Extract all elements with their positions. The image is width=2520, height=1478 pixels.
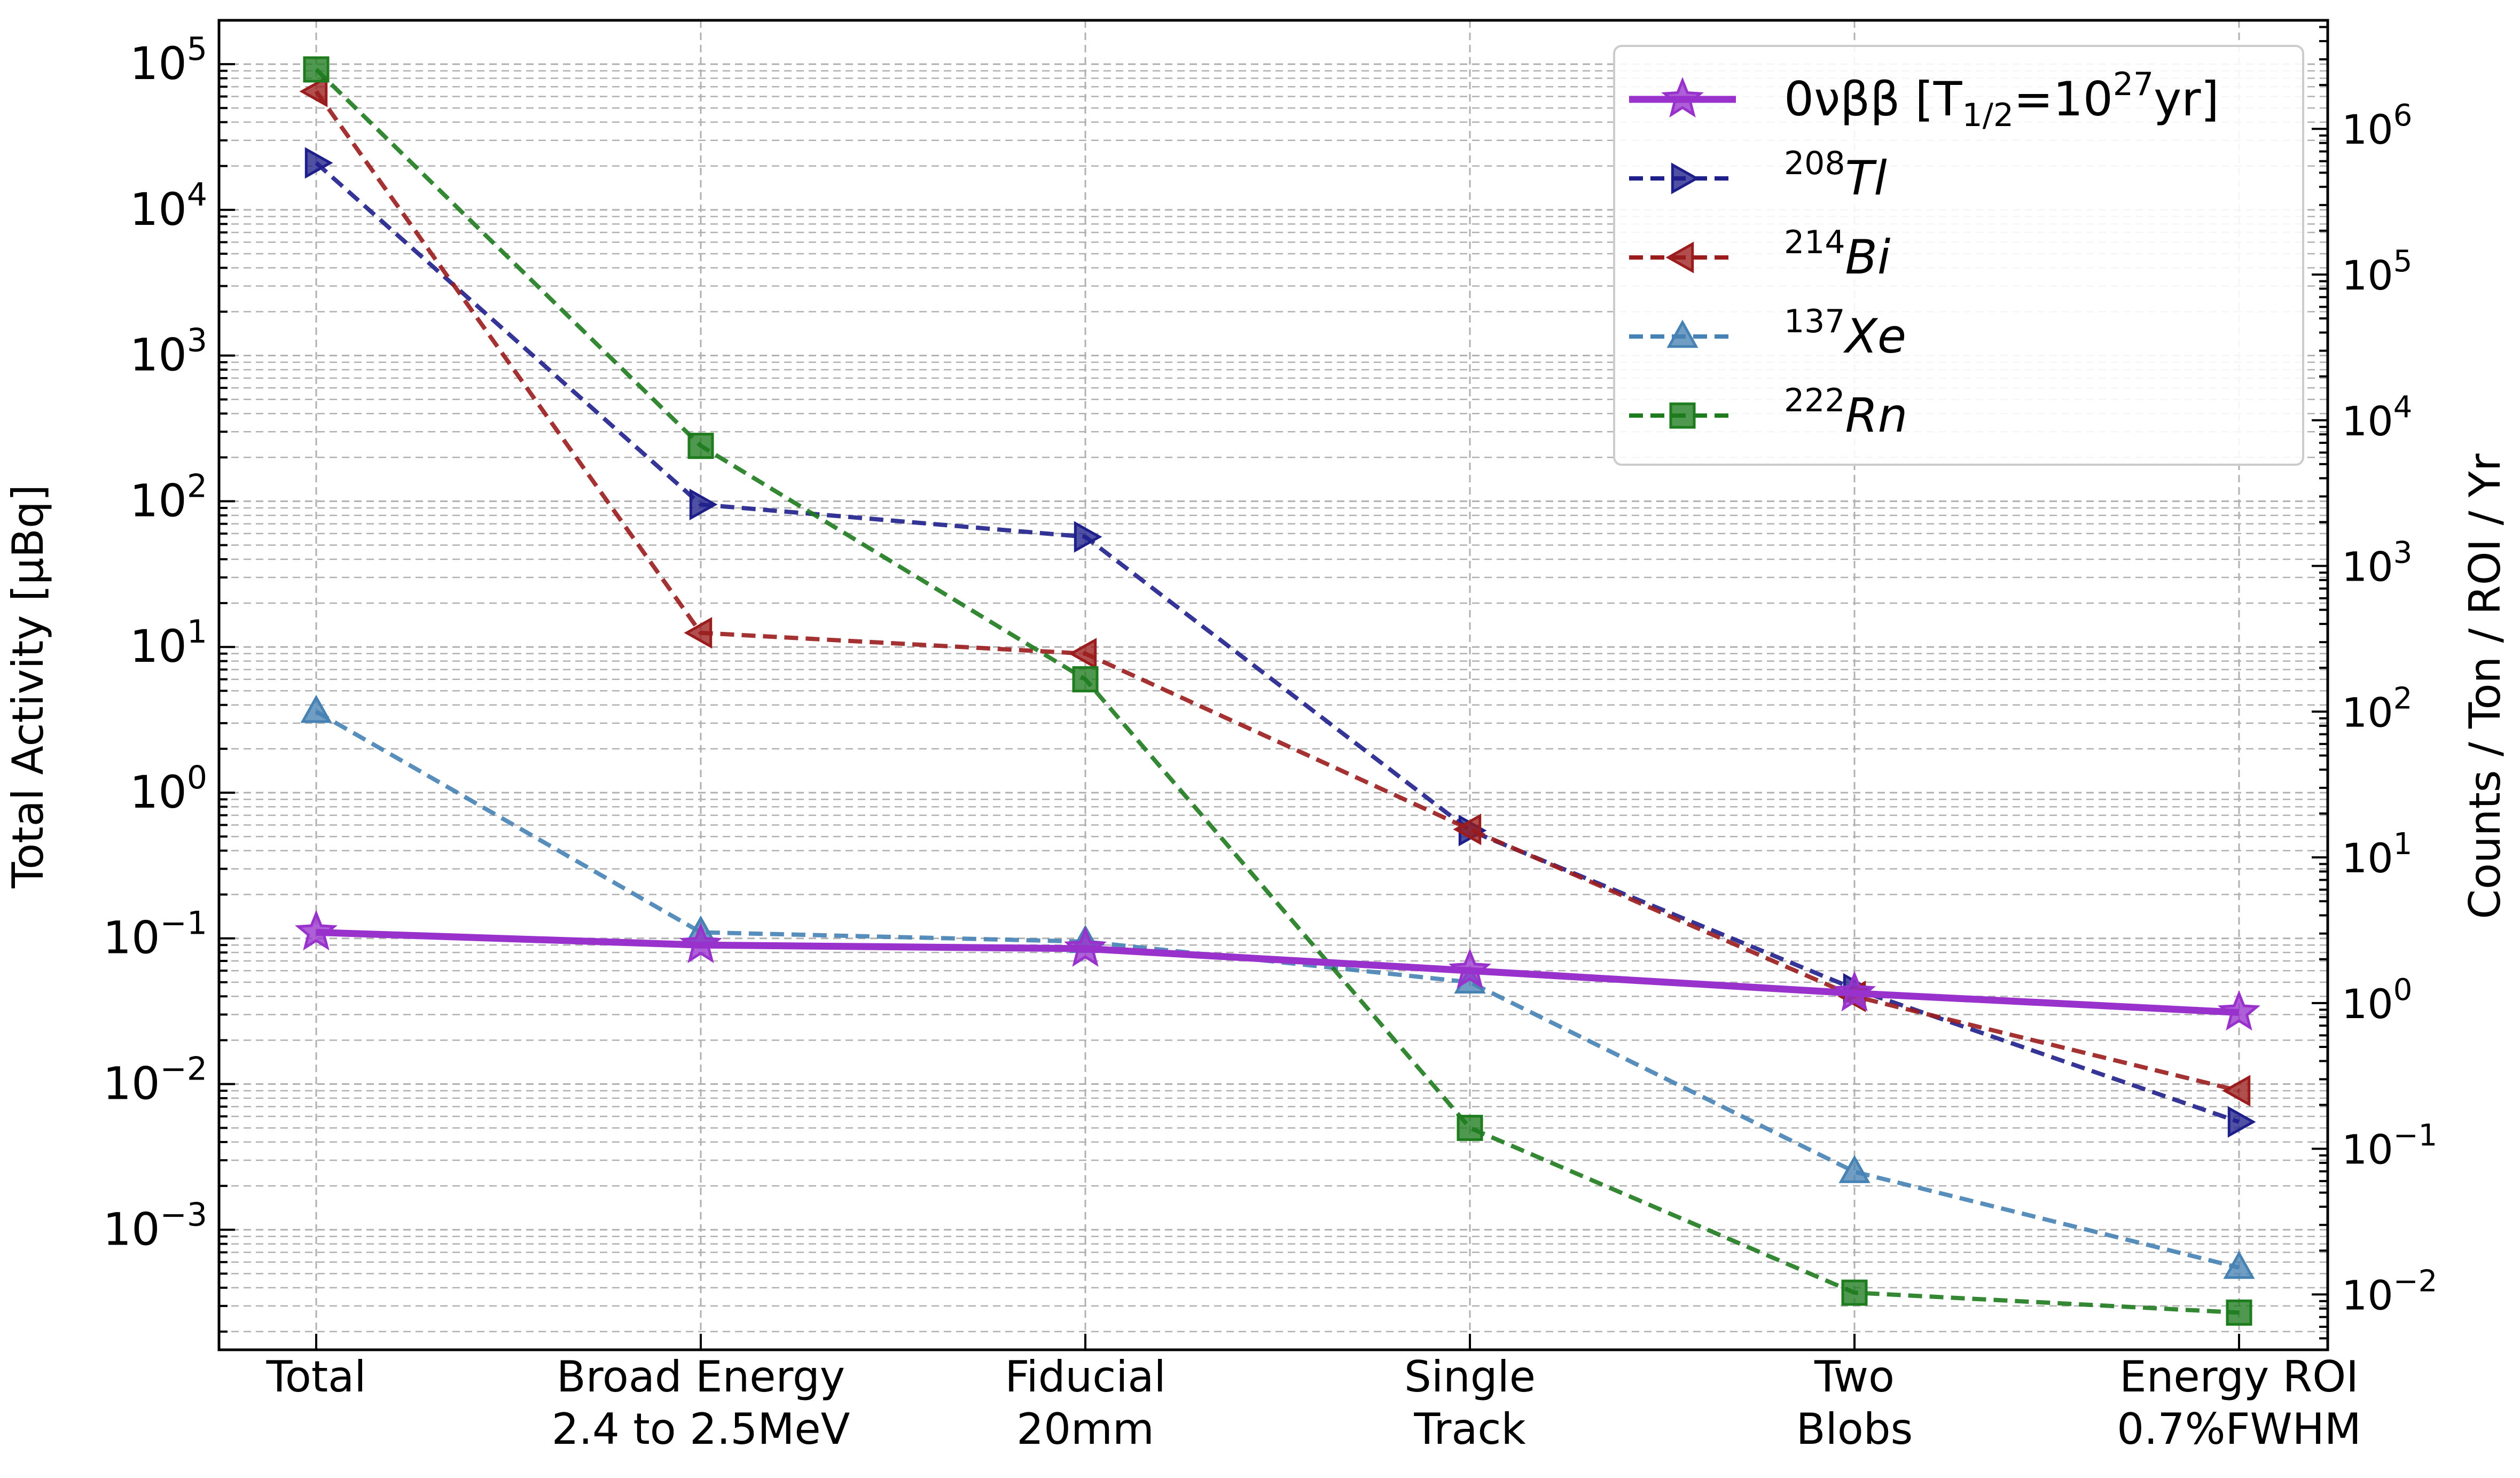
data-point <box>2226 1299 2252 1326</box>
data-point <box>2227 1106 2256 1138</box>
y2-tick-label: 105 <box>2342 244 2412 299</box>
series-layer <box>295 56 2260 1326</box>
data-point <box>2222 1075 2251 1107</box>
legend-label: 214Bi <box>1784 224 1891 285</box>
data-point <box>679 922 722 964</box>
y-tick-label: 103 <box>130 322 207 381</box>
legend-item: 208Tl <box>1629 145 1887 206</box>
data-point <box>2218 990 2260 1031</box>
data-point <box>303 56 330 83</box>
data-point <box>304 147 333 179</box>
x-tick-label: Two Blobs <box>1796 1352 1913 1454</box>
y-tick-label: 102 <box>130 467 207 527</box>
data-point <box>299 75 328 107</box>
y2-tick-label: 104 <box>2342 390 2412 445</box>
legend-label: 137Xe <box>1784 303 1906 364</box>
y-tick-label: 101 <box>130 613 207 672</box>
data-point <box>1453 814 1482 846</box>
plot-border <box>217 19 2329 1351</box>
axis-ticks: 105 104 103 102 101 100 10−1 10−2 10−3 106 105 104 1… <box>103 19 2437 1454</box>
legend-label: 0νββ [T1/2=1027yr] <box>1784 66 2219 134</box>
y2-tick-label: 100 <box>2342 973 2412 1028</box>
legend-item: 0νββ [T1/2=1027yr] <box>1629 66 2219 134</box>
data-point <box>1838 1155 1871 1183</box>
data-point <box>1665 241 1694 273</box>
y-tick-label: 10−1 <box>103 905 207 964</box>
legend-item: 137Xe <box>1629 303 1906 364</box>
y-axis-label: Total Activity [μBq] <box>3 484 53 889</box>
x-tick-label: Total <box>266 1352 366 1402</box>
plot-frame <box>217 19 2329 1351</box>
data-point <box>1072 666 1099 693</box>
legend-box <box>1613 45 2304 466</box>
data-point <box>1833 971 1876 1012</box>
data-point <box>1068 638 1097 670</box>
y2-tick-label: 10−1 <box>2342 1119 2437 1174</box>
data-point <box>300 694 332 723</box>
y-tick-label: 100 <box>130 759 207 818</box>
data-point <box>295 910 338 951</box>
y2-tick-label: 10−2 <box>2342 1264 2437 1319</box>
legend-item: 222Rn <box>1629 382 1907 443</box>
data-point <box>1669 402 1696 429</box>
series-triangle-left <box>299 75 2251 1107</box>
x-tick-label: Broad Energy 2.4 to 2.5MeV <box>552 1352 850 1454</box>
series-line <box>316 928 2240 1016</box>
data-point <box>689 488 718 521</box>
series-square <box>303 56 2252 1326</box>
x-tick-label: Energy ROI 0.7%FWHM <box>2117 1352 2361 1454</box>
data-point <box>1457 1115 1483 1141</box>
y2-tick-label: 102 <box>2342 681 2412 736</box>
data-point <box>687 433 714 459</box>
y-tick-label: 104 <box>130 176 207 236</box>
data-point <box>1074 521 1102 553</box>
data-point <box>684 617 713 649</box>
data-point <box>1841 1279 1868 1306</box>
data-point <box>1064 926 1107 967</box>
data-point <box>1666 319 1699 348</box>
series-line <box>315 68 2240 1315</box>
series-line <box>315 709 2240 1270</box>
series-line <box>314 90 2240 1093</box>
series-star <box>295 910 2260 1031</box>
y2-tick-label: 103 <box>2342 536 2412 591</box>
data-point <box>1671 162 1700 194</box>
y-tick-label: 10−3 <box>103 1196 207 1255</box>
legend-label: 208Tl <box>1784 145 1887 206</box>
y2-tick-label: 106 <box>2342 98 2412 153</box>
y-tick-label: 105 <box>130 30 207 90</box>
y2-tick-label: 101 <box>2342 827 2412 882</box>
legend-label: 222Rn <box>1784 382 1907 443</box>
legend-item: 214Bi <box>1629 224 1891 285</box>
legend: 0νββ [T1/2=1027yr] 208Tl 214Bi 137Xe 222Rn <box>1613 45 2304 466</box>
x-tick-label: Fiducial 20mm <box>1005 1352 1165 1454</box>
data-point <box>1449 948 1491 989</box>
y2-axis-label: Counts / Ton / ROI / Yr <box>2460 453 2510 919</box>
x-tick-label: Single Track <box>1404 1352 1536 1454</box>
data-point <box>1661 77 1704 118</box>
data-point <box>2223 1250 2255 1279</box>
y-tick-label: 10−2 <box>103 1050 207 1109</box>
